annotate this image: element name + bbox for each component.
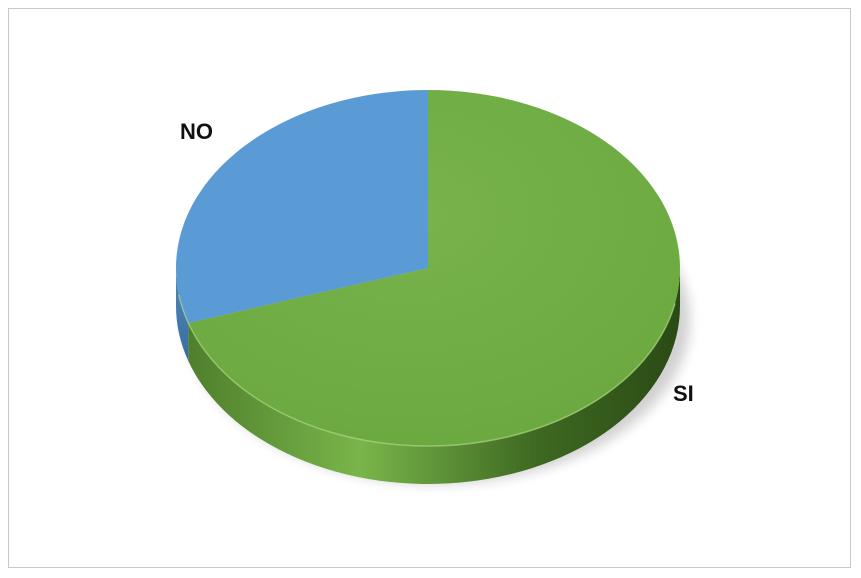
pie-label-no: NO <box>180 119 213 144</box>
pie-slice-no <box>175 90 428 324</box>
pie-side-no <box>176 268 189 362</box>
pie-slice-si <box>188 90 681 447</box>
pie-rim-highlight <box>178 294 676 447</box>
pie-side-si <box>188 268 681 485</box>
pie-label-si: SI <box>673 381 694 406</box>
